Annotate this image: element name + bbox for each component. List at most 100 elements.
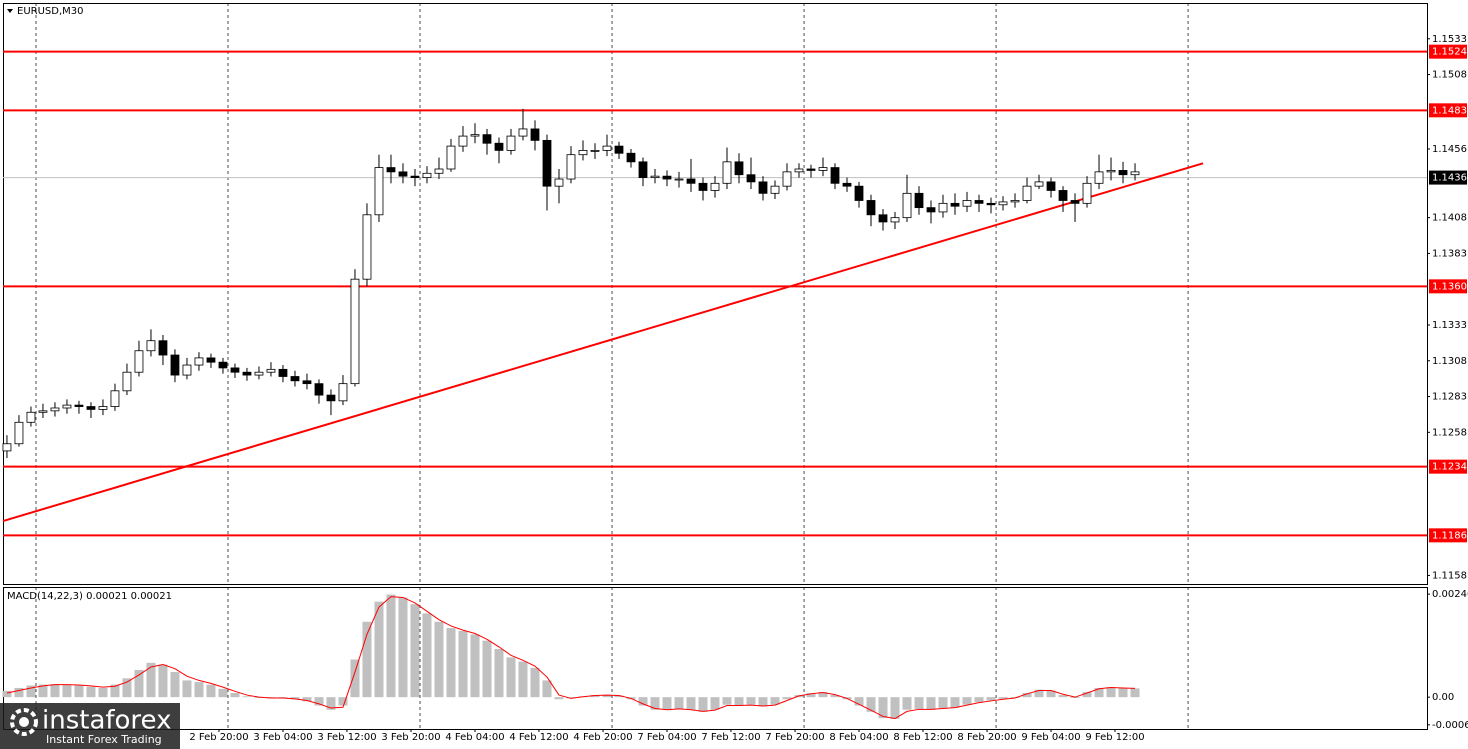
level-box (1429, 44, 1467, 59)
x-tick-label: 8 Feb 04:00 (829, 732, 888, 743)
candle-body (650, 175, 660, 178)
candle-body (386, 167, 396, 173)
macd-bar (374, 601, 384, 698)
macd-bar (350, 659, 360, 698)
x-tick-label: 7 Feb 20:00 (765, 732, 824, 743)
x-tick-label: 9 Feb 12:00 (1085, 732, 1144, 743)
y-tick-label: 1.1383 (1432, 248, 1467, 259)
candle-body (1082, 182, 1092, 204)
candle-body (470, 134, 480, 137)
y-tick-label: 1.1456 (1432, 144, 1467, 155)
macd-bar (170, 672, 180, 698)
candle-body (842, 182, 852, 187)
candle-body (590, 149, 600, 152)
macd-bar (734, 697, 744, 706)
level-label: 1.1234 (1432, 462, 1467, 473)
level-label: 1.1360 (1432, 281, 1467, 292)
candle-body (986, 202, 996, 206)
macd-bar (182, 680, 192, 698)
level-box (1429, 103, 1467, 118)
candle-body (878, 214, 888, 223)
candle-body (14, 421, 24, 445)
y-tick-label: 1.1408 (1432, 213, 1467, 224)
macd-bar (74, 685, 84, 698)
macd-bar (110, 684, 120, 698)
candle-body (770, 185, 780, 194)
candle-body (278, 368, 288, 377)
macd-bar (866, 697, 876, 712)
candle-body (1022, 185, 1032, 201)
x-tick-label: 3 Feb 20:00 (381, 732, 440, 743)
x-tick-label: 4 Feb 04:00 (445, 732, 504, 743)
macd-bar (1094, 687, 1104, 698)
candle-body (218, 361, 228, 369)
candle-body (62, 404, 72, 409)
tagline: Instant Forex Trading (46, 733, 162, 746)
candle-body (290, 376, 300, 382)
candle-body (1130, 171, 1140, 176)
macd-bar (122, 678, 132, 698)
candle-body (962, 200, 972, 207)
macd-bar (662, 697, 672, 710)
candle-body (458, 135, 468, 147)
x-tick-label: 4 Feb 20:00 (573, 732, 632, 743)
macd-signal (6, 596, 1136, 720)
macd-bar (302, 697, 312, 702)
candle-body (602, 145, 612, 151)
candle-body (674, 178, 684, 181)
candle-body (326, 394, 336, 402)
candle-body (74, 404, 84, 407)
candle-body (1094, 171, 1104, 184)
macd-bar (950, 697, 960, 708)
price-panel (3, 3, 1428, 585)
candle-body (530, 128, 540, 141)
macd-bar (314, 697, 324, 706)
level-box (1429, 459, 1467, 474)
watermark: instaforex Instant Forex Trading (0, 703, 180, 749)
current-price-label: 1.1436 (1432, 173, 1467, 184)
candle-body (50, 407, 60, 412)
candle-body (1010, 200, 1020, 203)
logo-gear (10, 708, 38, 736)
candle-body (1070, 200, 1080, 204)
candle-body (806, 168, 816, 171)
macd-bar (878, 697, 888, 719)
macd-bar (830, 695, 840, 698)
candle-body (1058, 190, 1068, 201)
candle-body (134, 350, 144, 373)
macd-bar (158, 664, 168, 698)
trendline (2, 162, 1204, 522)
candle-body (98, 406, 108, 410)
candle-body (698, 182, 708, 191)
macd-bar (1082, 692, 1092, 698)
macd-bar (1130, 688, 1140, 698)
candle-body (854, 185, 864, 201)
macd-bar (2, 690, 12, 698)
macd-panel (3, 587, 1428, 730)
x-tick-label: 7 Feb 12:00 (701, 732, 760, 743)
macd-bar (434, 621, 444, 698)
candle-body (830, 167, 840, 184)
x-tick-label: 3 Feb 04:00 (253, 732, 312, 743)
macd-bar (1022, 692, 1032, 698)
macd-bar (194, 682, 204, 698)
candle-body (710, 182, 720, 191)
macd-y-tick-label: 0.00246 (1432, 589, 1468, 600)
candle-body (662, 175, 672, 180)
candle-body (998, 201, 1008, 206)
macd-bar (758, 697, 768, 707)
macd-bar (590, 695, 600, 698)
candle-body (566, 154, 576, 180)
macd-y-tick-label: 0.00 (1432, 692, 1454, 703)
macd-bar (218, 688, 228, 698)
candle-body (266, 368, 276, 373)
candle-body (2, 443, 12, 452)
macd-bar (422, 613, 432, 698)
candle-body (302, 380, 312, 385)
candle-body (1118, 170, 1128, 176)
macd-bar (134, 669, 144, 698)
macd-bar (746, 697, 756, 705)
candle-body (818, 167, 828, 171)
candle-body (950, 202, 960, 207)
candle-body (398, 171, 408, 177)
